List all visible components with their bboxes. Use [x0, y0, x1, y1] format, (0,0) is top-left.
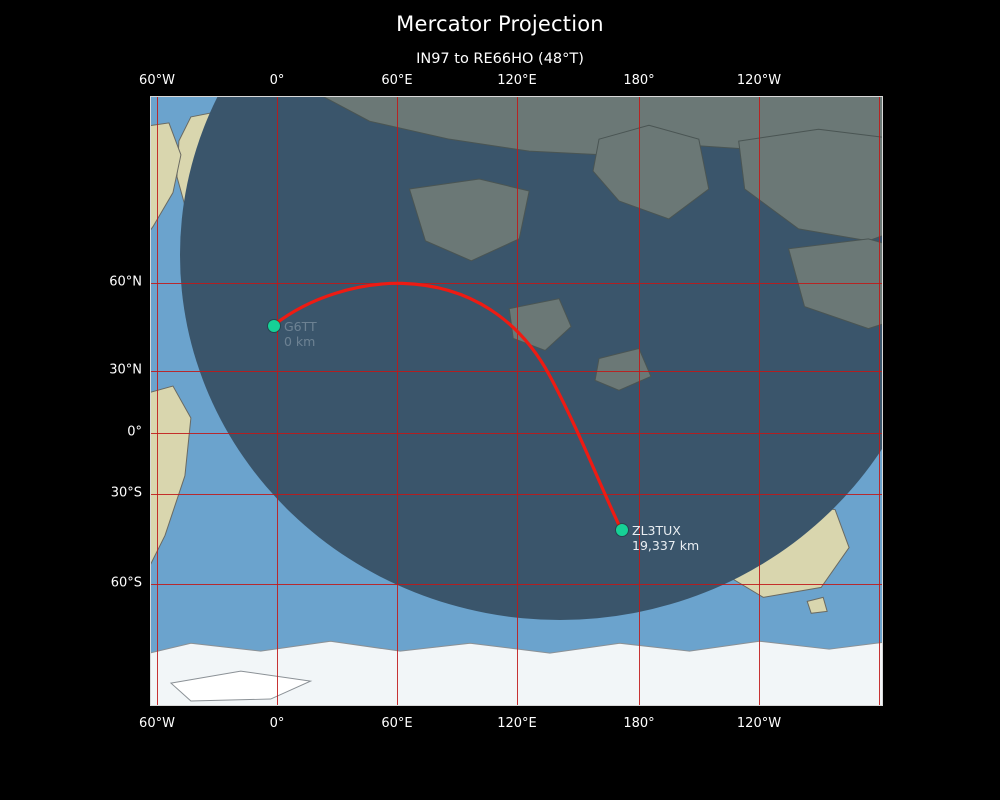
- x-tick-bottom-0: 60°W: [139, 716, 175, 731]
- y-tick-3: 30°S: [110, 485, 142, 501]
- x-tick-bottom-5: 120°W: [736, 716, 782, 731]
- page-subtitle: IN97 to RE66HO (48°T): [416, 51, 584, 67]
- y-tick-2: 0°: [127, 424, 142, 440]
- y-tick-1: 30°N: [109, 362, 142, 378]
- origin-distance: 0 km: [284, 334, 316, 349]
- destination-label: ZL3TUX 19,337 km: [632, 523, 699, 553]
- gridline-lon-60W: [157, 97, 158, 705]
- x-tick-top-4: 180°: [623, 73, 655, 88]
- map-imagery: G6TT 0 km ZL3TUX 19,337 km: [151, 97, 882, 705]
- x-tick-top-0: 60°W: [139, 73, 175, 88]
- x-tick-bottom-1: 0°: [269, 716, 285, 731]
- gridline-lon-60E: [397, 97, 398, 705]
- x-tick-bottom-3: 120°E: [497, 716, 537, 731]
- gridline-lat-60S: [151, 584, 882, 585]
- gridline-lat-30S: [151, 494, 882, 495]
- x-tick-bottom-4: 180°: [623, 716, 655, 731]
- x-tick-top-3: 120°E: [497, 73, 537, 88]
- destination-marker[interactable]: [616, 524, 628, 536]
- gridline-lat-30N: [151, 371, 882, 372]
- gridline-lat-0: [151, 433, 882, 434]
- x-tick-top-2: 60°E: [381, 73, 413, 88]
- origin-marker[interactable]: [268, 320, 280, 332]
- destination-distance: 19,337 km: [632, 538, 700, 553]
- gridline-lat-60N: [151, 283, 882, 284]
- gridline-lon-120E: [517, 97, 518, 705]
- origin-callsign: G6TT: [284, 319, 317, 334]
- x-tick-top-1: 0°: [269, 73, 285, 88]
- landmass-night-layer: [322, 97, 882, 392]
- gridline-lon-120W: [759, 97, 760, 705]
- destination-callsign: ZL3TUX: [632, 523, 681, 538]
- gridline-lon-60W2: [879, 97, 880, 705]
- gridline-lon-0: [277, 97, 278, 705]
- x-tick-top-5: 120°W: [736, 73, 782, 88]
- antarctica-ice-layer: [151, 640, 882, 705]
- y-tick-4: 60°S: [110, 575, 142, 591]
- x-tick-bottom-2: 60°E: [381, 716, 413, 731]
- origin-label: G6TT 0 km: [284, 319, 317, 349]
- page-title: Mercator Projection: [396, 12, 604, 36]
- gridline-lon-180: [639, 97, 640, 705]
- map-canvas[interactable]: G6TT 0 km ZL3TUX 19,337 km: [150, 96, 883, 706]
- y-tick-0: 60°N: [109, 274, 142, 290]
